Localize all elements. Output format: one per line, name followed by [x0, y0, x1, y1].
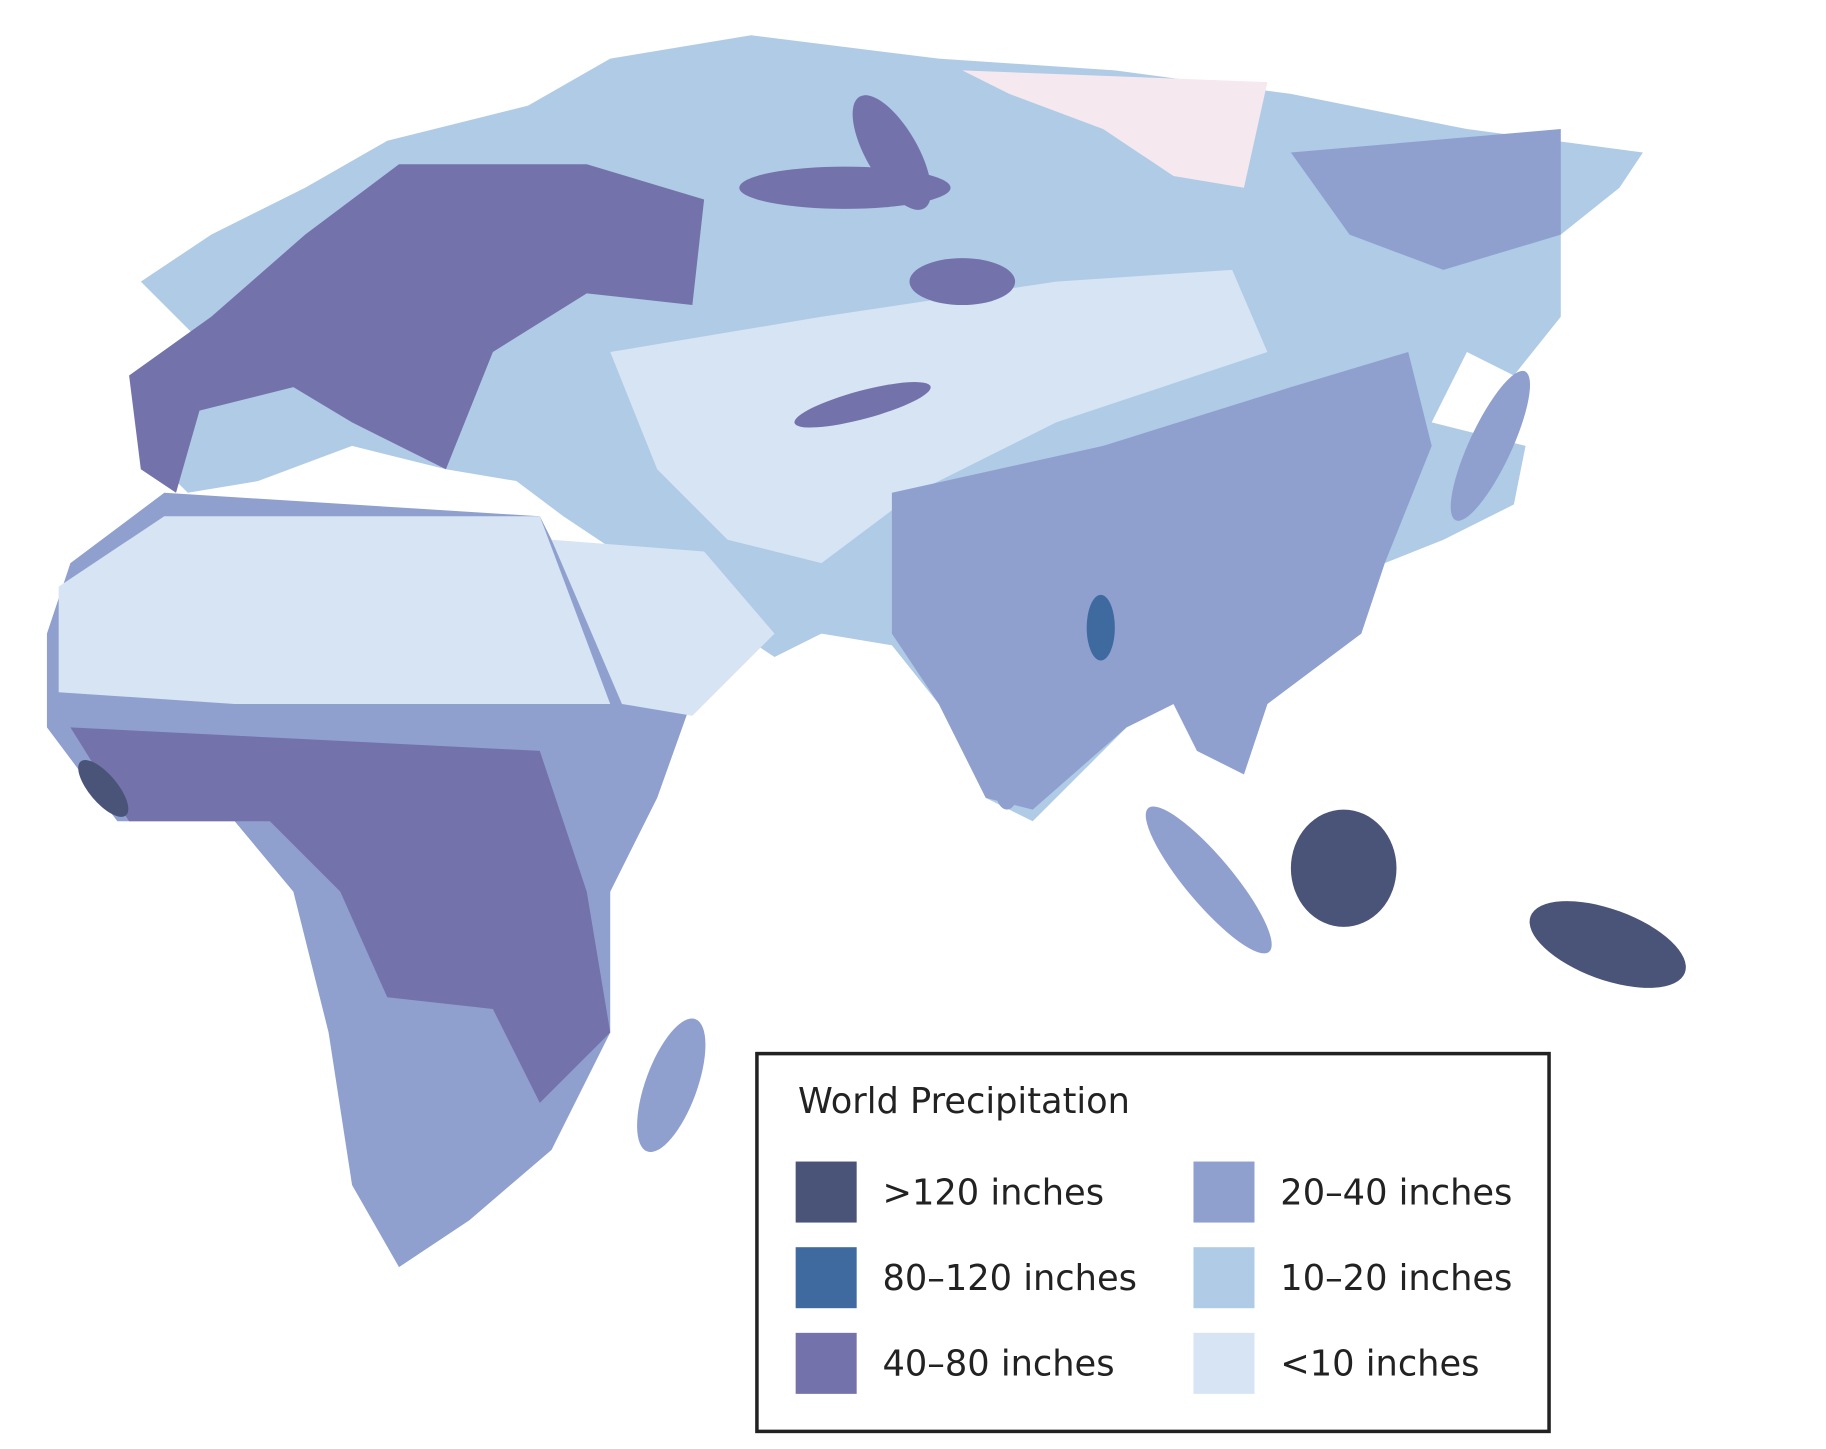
legend-label: 20–40 inches: [1280, 1172, 1512, 1213]
europe: [129, 164, 705, 493]
legend-label: >120 inches: [882, 1172, 1104, 1213]
kazakh-band: [794, 382, 931, 428]
legend-swatch: [795, 1247, 857, 1309]
legend-label: 80–120 inches: [882, 1258, 1136, 1299]
legend: >120 inches 80–120 inches 40–80 inches 20–4…: [795, 1161, 1512, 1394]
legend-box: [755, 1051, 1551, 1434]
china-india: [891, 351, 1432, 810]
japan: [1450, 370, 1531, 521]
east-siberia: [1290, 129, 1561, 270]
sri-lanka: [995, 767, 1019, 810]
central-asia: [610, 269, 1268, 564]
legend-label: <10 inches: [1280, 1344, 1479, 1385]
central-africa: [70, 727, 611, 1103]
legend-title: World Precipitation: [798, 1081, 1130, 1122]
legend-label: 10–20 inches: [1280, 1258, 1512, 1299]
new-guinea: [1529, 901, 1686, 988]
west-africa-coast: [78, 760, 129, 817]
legend-swatch: [795, 1161, 857, 1223]
sahara: [58, 516, 611, 704]
sumatra: [1145, 806, 1272, 954]
siberia-band: [852, 95, 932, 210]
legend-swatch: [1193, 1161, 1255, 1223]
bangladesh: [1086, 594, 1115, 661]
legend-swatch: [1193, 1247, 1255, 1309]
legend-swatch: [1193, 1332, 1255, 1394]
tundra: [962, 70, 1268, 188]
map-regions: [46, 35, 1686, 1268]
legend-label: 40–80 inches: [882, 1344, 1114, 1385]
legend-swatch: [795, 1332, 857, 1394]
madagascar: [637, 1018, 706, 1153]
siberia-band: [909, 258, 1016, 306]
borneo: [1290, 809, 1397, 927]
arabia: [551, 539, 775, 716]
